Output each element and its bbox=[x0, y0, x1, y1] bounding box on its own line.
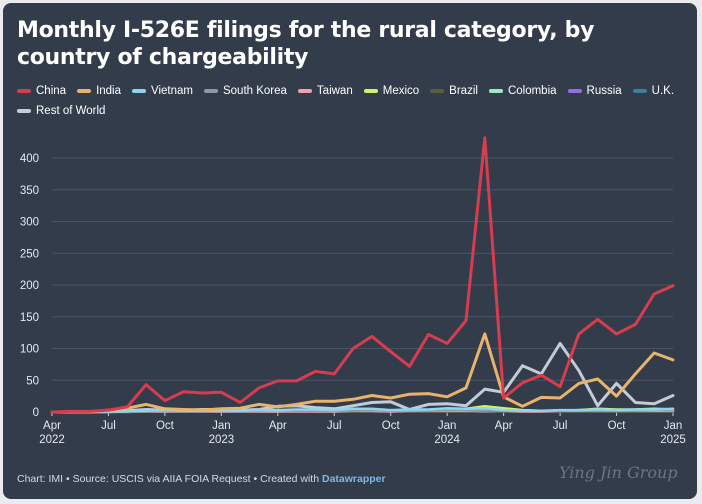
x-tick-year-label: 2024 bbox=[434, 434, 460, 446]
y-tick-label: 0 bbox=[33, 407, 39, 419]
legend-item: Mexico bbox=[363, 83, 420, 98]
legend-item: China bbox=[17, 83, 66, 98]
legend-label: U.K. bbox=[651, 84, 675, 97]
legend-swatch bbox=[17, 108, 31, 113]
y-tick-label: 300 bbox=[20, 217, 39, 229]
legend-swatch bbox=[77, 88, 92, 93]
chart-title: Monthly I-526E filings for the rural cat… bbox=[17, 18, 595, 70]
legend-label: Rest of World bbox=[36, 104, 106, 117]
x-tick-label: Apr bbox=[495, 420, 513, 432]
legend-swatch bbox=[363, 88, 378, 93]
chart-plot: 0 50 100 150 200 250 300 350 400 Apr 2022 Jul Oct Jan… bbox=[20, 136, 686, 446]
x-tick-label: Apr bbox=[43, 420, 61, 432]
legend-label: China bbox=[36, 84, 67, 97]
legend-label: Russia bbox=[586, 84, 622, 97]
legend-swatch bbox=[17, 88, 31, 93]
series-line-vietnam bbox=[50, 406, 675, 414]
x-tick-year-label: 2022 bbox=[39, 434, 65, 446]
footer-source: Chart: IMI • Source: USCIS via AIIA FOIA… bbox=[17, 473, 322, 485]
y-tick-label: 150 bbox=[20, 312, 39, 324]
legend-item: U.K. bbox=[632, 83, 675, 98]
x-tick-label: Jul bbox=[553, 420, 568, 432]
y-tick-label: 50 bbox=[26, 375, 39, 387]
legend-swatch bbox=[297, 88, 312, 93]
y-tick-label: 400 bbox=[20, 153, 39, 165]
x-tick-label: Jul bbox=[101, 420, 116, 432]
series-line-rest-of-world bbox=[50, 341, 675, 414]
footer: Chart: IMI • Source: USCIS via AIIA FOIA… bbox=[17, 473, 386, 485]
legend-label: Colombia bbox=[507, 84, 557, 97]
legend-item: Taiwan bbox=[297, 83, 353, 98]
x-tick-label: Oct bbox=[156, 420, 175, 432]
x-tick-label: Jul bbox=[327, 420, 342, 432]
x-tick-label: Oct bbox=[608, 420, 627, 432]
legend-item: Russia bbox=[567, 83, 622, 98]
legend-swatch bbox=[203, 88, 218, 93]
series-line-china bbox=[50, 136, 675, 414]
legend-item: Vietnam bbox=[132, 83, 193, 98]
chart-card: Monthly I-526E filings for the rural cat… bbox=[3, 3, 697, 499]
y-tick-label: 100 bbox=[20, 344, 39, 356]
legend-item: Rest of World bbox=[17, 103, 105, 118]
x-tick-year-label: 2025 bbox=[660, 434, 686, 446]
watermark-logo: Ying Jin Group bbox=[559, 463, 678, 482]
y-tick-label: 350 bbox=[20, 185, 39, 197]
legend-swatch bbox=[132, 88, 146, 93]
x-tick-label: Oct bbox=[382, 420, 401, 432]
legend-label: Taiwan bbox=[316, 84, 353, 97]
x-tick-label: Jan bbox=[438, 420, 457, 432]
legend-swatch bbox=[488, 88, 503, 93]
legend-label: Mexico bbox=[382, 84, 420, 97]
legend-swatch bbox=[632, 88, 647, 93]
legend: China India Vietnam South Korea Taiwan Mexico… bbox=[17, 83, 687, 118]
legend-swatch bbox=[430, 88, 445, 93]
y-tick-label: 250 bbox=[20, 248, 39, 260]
x-tick-label: Apr bbox=[269, 420, 287, 432]
legend-label: South Korea bbox=[222, 84, 287, 97]
y-tick-label: 200 bbox=[20, 280, 39, 292]
legend-swatch bbox=[567, 88, 582, 93]
x-tick-year-label: 2023 bbox=[209, 434, 235, 446]
legend-item: South Korea bbox=[203, 83, 287, 98]
footer-brand-link[interactable]: Datawrapper bbox=[321, 473, 386, 485]
legend-label: Brazil bbox=[449, 84, 478, 97]
legend-label: India bbox=[96, 84, 121, 97]
legend-item: Brazil bbox=[430, 83, 478, 98]
x-tick-label: Jan bbox=[212, 420, 231, 432]
legend-item: Colombia bbox=[488, 83, 557, 98]
series-line-india bbox=[50, 332, 675, 414]
legend-item: India bbox=[77, 83, 121, 98]
legend-label: Vietnam bbox=[151, 84, 193, 97]
x-tick-label: Jan bbox=[664, 420, 683, 432]
